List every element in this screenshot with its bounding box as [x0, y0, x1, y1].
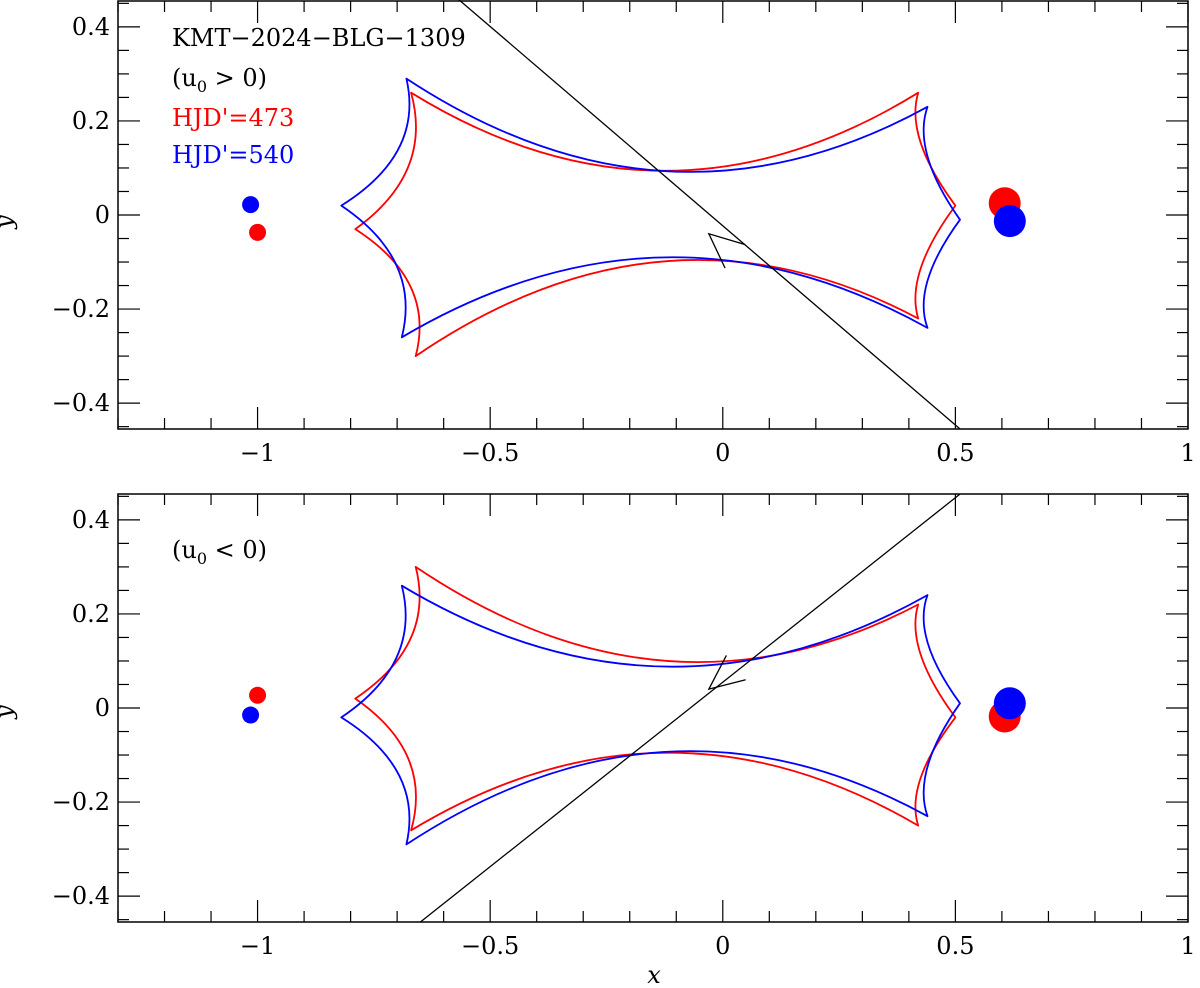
bottom-u0-open: (u — [172, 536, 197, 564]
bottom-xtick-label: −1 — [240, 932, 275, 960]
top-xtick-label: 0.5 — [936, 439, 974, 467]
top-epoch1-legend: HJD'=473 — [172, 104, 294, 132]
top-u0-open: (u — [172, 64, 197, 92]
bottom-xtick-label: 0 — [715, 932, 730, 960]
top-ticks — [117, 1, 1189, 429]
bottom-ytick-label: 0.2 — [72, 600, 110, 628]
host-lens-HJD'=540 — [242, 196, 260, 214]
top-xtick-label: −1 — [240, 439, 275, 467]
bottom-xlabel: x — [647, 961, 661, 988]
top-ylabel: y — [0, 215, 18, 230]
top-event-name: KMT−2024−BLG−1309 — [172, 24, 466, 52]
top-u0-rest: > 0) — [207, 64, 267, 92]
caustic-HJD'=473 — [354, 91, 957, 357]
host-lens-HJD'=540 — [242, 706, 260, 724]
bottom-panel: −1−0.500.51−0.4−0.200.20.4 y x (u0 < 0) — [0, 493, 1196, 988]
top-epoch2-legend: HJD'=540 — [172, 141, 294, 169]
bottom-u0-label: (u0 < 0) — [172, 536, 267, 568]
bottom-xtick-label: 0.5 — [936, 932, 974, 960]
bottom-u0-subscript: 0 — [197, 549, 207, 568]
top-caustics — [340, 77, 961, 357]
bottom-ytick-label: −0.2 — [52, 788, 110, 816]
companion-lens-HJD'=540 — [993, 687, 1026, 720]
host-lens-HJD'=473 — [249, 686, 267, 704]
top-plot-frame — [117, 0, 1189, 430]
top-ytick-label: 0 — [95, 201, 110, 229]
top-trajectory-arrow — [707, 232, 746, 269]
top-tick-labels: −1 −0.5 0 0.5 1 −0.4 −0.2 0 0.2 0.4 — [52, 13, 1196, 467]
bottom-ytick-label: 0 — [95, 694, 110, 722]
bottom-source-trajectory — [419, 493, 961, 923]
bottom-ylabel: y — [0, 705, 18, 720]
bottom-ytick-label: 0.4 — [72, 506, 110, 534]
caustic-HJD'=540 — [340, 77, 961, 339]
host-lens-HJD'=473 — [249, 223, 267, 241]
bottom-xtick-label: −0.5 — [461, 932, 519, 960]
bottom-plot-frame — [117, 493, 1189, 923]
bottom-caustics — [340, 566, 961, 846]
bottom-ytick-label: −0.4 — [52, 882, 110, 910]
top-ytick-label: −0.4 — [52, 389, 110, 417]
companion-lens-HJD'=540 — [993, 205, 1026, 238]
bottom-lenses — [242, 686, 1026, 733]
top-u0-label: (u0 > 0) — [172, 64, 267, 96]
bottom-xtick-label: 1 — [1180, 932, 1195, 960]
bottom-ticks — [117, 494, 1189, 922]
top-lenses — [242, 187, 1026, 241]
top-panel: −1 −0.5 0 0.5 1 −0.4 −0.2 0 0.2 0.4 y KMT−2024−BL… — [0, 0, 1196, 467]
top-trajectory — [458, 0, 961, 430]
top-ytick-label: 0.4 — [72, 13, 110, 41]
top-xtick-label: −0.5 — [461, 439, 519, 467]
top-xtick-label: 1 — [1180, 439, 1195, 467]
top-ytick-label: −0.2 — [52, 295, 110, 323]
bottom-tick-labels: −1 −0.5 0 0.5 1 −0.4 −0.2 0 0.2 0.4 — [52, 506, 1196, 960]
top-u0-subscript: 0 — [197, 77, 207, 96]
top-xtick-label: 0 — [715, 439, 730, 467]
bottom-trajectory — [419, 493, 961, 923]
bottom-trajectory-arrow — [707, 655, 746, 691]
caustic-HJD'=540 — [340, 584, 961, 846]
top-source-trajectory — [458, 0, 961, 430]
bottom-u0-rest: < 0) — [207, 536, 267, 564]
caustic-HJD'=473 — [354, 566, 957, 832]
top-ytick-label: 0.2 — [72, 107, 110, 135]
